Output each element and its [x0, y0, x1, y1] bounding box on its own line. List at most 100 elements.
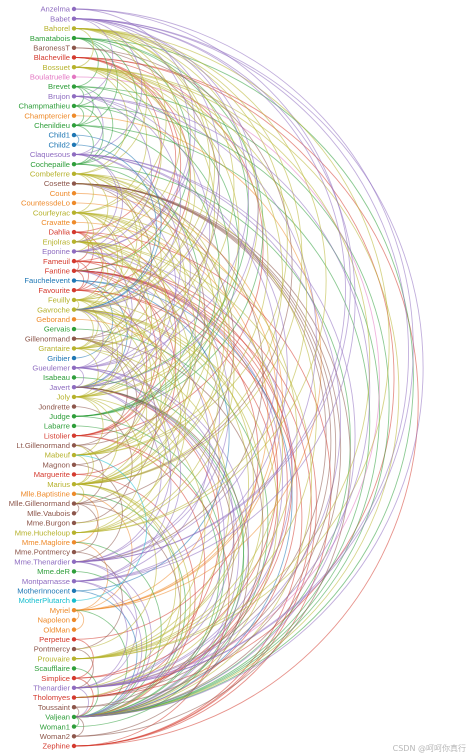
node-dot-feuilly[interactable]	[71, 297, 77, 303]
node-dot-fantine[interactable]	[71, 268, 77, 274]
node-dot-brevet[interactable]	[71, 84, 77, 89]
node-dot-motherinnocent[interactable]	[71, 588, 77, 594]
node-dot-thenardier[interactable]	[71, 685, 77, 691]
node-dot-javert[interactable]	[71, 384, 77, 390]
node-dot-fauchelevent[interactable]	[71, 278, 77, 283]
node-dot-motherplutarch[interactable]	[71, 598, 77, 603]
node-dot-judge[interactable]	[71, 414, 77, 419]
node-dot-mlle-vaubois[interactable]	[71, 511, 77, 516]
node-dot-cochepaille[interactable]	[71, 161, 77, 167]
node-dot-mme-magloire[interactable]	[71, 540, 77, 545]
node-dot-woman1[interactable]	[71, 724, 77, 729]
node-dot-simplice[interactable]	[71, 675, 77, 681]
node-dot-dahlia[interactable]	[71, 229, 77, 235]
node-dot-babet[interactable]	[71, 16, 77, 21]
link-arc	[73, 27, 94, 68]
node-dot-napoleon[interactable]	[71, 617, 77, 623]
node-dot-count[interactable]	[71, 191, 77, 196]
node-dot-grantaire[interactable]	[71, 346, 77, 351]
node-dot-perpetue[interactable]	[71, 637, 77, 642]
node-dot-zephine[interactable]	[71, 743, 77, 749]
node-dot-myriel[interactable]	[71, 608, 77, 613]
node-dot-brujon[interactable]	[71, 94, 77, 99]
node-dot-marius[interactable]	[71, 481, 77, 487]
link-arc	[73, 347, 230, 660]
link-arc	[73, 309, 250, 660]
node-dot-scaufflaire[interactable]	[71, 666, 77, 671]
node-dot-gillenormand[interactable]	[71, 336, 77, 341]
node-dot-listolier[interactable]	[71, 433, 77, 438]
node-label-gribier: Gribier	[47, 354, 70, 363]
node-dot-valjean[interactable]	[71, 714, 77, 720]
node-dot-bahorel[interactable]	[71, 26, 77, 31]
link-arc	[73, 454, 89, 485]
node-label-mlle-vaubois: Mlle.Vaubois	[27, 509, 70, 518]
node-dot-champtercier[interactable]	[71, 113, 77, 118]
node-label-babet: Babet	[50, 14, 71, 23]
node-dot-mabeuf[interactable]	[71, 452, 77, 458]
node-dot-favourite[interactable]	[71, 288, 77, 293]
node-dot-blacheville[interactable]	[71, 55, 77, 60]
node-dot-gueulemer[interactable]	[71, 365, 77, 371]
link-arc	[73, 86, 94, 126]
node-dot-tholomyes[interactable]	[71, 695, 77, 700]
node-dot-cravatte[interactable]	[71, 220, 77, 225]
node-dot-jondrette[interactable]	[71, 404, 77, 409]
node-dot-mme-burgon[interactable]	[71, 520, 77, 526]
node-dot-boulatruelle[interactable]	[71, 74, 77, 80]
node-dot-mme-thenardier[interactable]	[71, 559, 77, 564]
node-label-judge: Judge	[49, 412, 70, 421]
node-dot-joly[interactable]	[71, 394, 77, 400]
node-dot-bamatabois[interactable]	[71, 35, 77, 41]
node-dot-pontmercy[interactable]	[71, 646, 77, 652]
node-dot-prouvaire[interactable]	[71, 656, 77, 661]
node-dot-gribier[interactable]	[71, 355, 77, 361]
node-dot-anzelma[interactable]	[71, 6, 77, 12]
node-label-boulatruelle: Boulatruelle	[30, 73, 70, 82]
link-arc	[73, 280, 230, 592]
node-dot-mme-pontmercy[interactable]	[71, 549, 77, 555]
node-dot-cosette[interactable]	[71, 181, 77, 186]
node-dot-claquesous[interactable]	[71, 152, 77, 157]
link-arc	[73, 250, 293, 689]
node-dot-magnon[interactable]	[71, 462, 77, 467]
node-dot-combeferre[interactable]	[71, 171, 77, 177]
node-dot-marguerite[interactable]	[71, 472, 77, 477]
node-dot-woman2[interactable]	[71, 734, 77, 739]
node-dot-gavroche[interactable]	[71, 307, 77, 312]
node-dot-eponine[interactable]	[71, 249, 77, 254]
node-dot-child1[interactable]	[71, 132, 77, 138]
node-dot-enjolras[interactable]	[71, 239, 77, 244]
node-dot-toussaint[interactable]	[71, 705, 77, 710]
node-dot-fameuil[interactable]	[71, 258, 77, 264]
link-arc	[73, 173, 317, 660]
node-dot-bossuet[interactable]	[71, 64, 77, 70]
link-arc	[73, 37, 414, 718]
node-dot-mlle-gillenormand[interactable]	[71, 501, 77, 506]
node-dot-isabeau[interactable]	[71, 375, 77, 380]
link-arc	[73, 154, 182, 369]
node-dot-mlle-baptistine[interactable]	[71, 491, 77, 497]
node-dot-labarre[interactable]	[71, 423, 77, 429]
node-dot-gervais[interactable]	[71, 326, 77, 332]
node-dot-baronesst[interactable]	[71, 45, 77, 50]
node-dot-courfeyrac[interactable]	[71, 210, 77, 215]
node-label-thenardier: Thenardier	[33, 683, 70, 692]
node-dot-mme-der[interactable]	[71, 569, 77, 574]
node-dot-champmathieu[interactable]	[71, 103, 77, 109]
node-dot-geborand[interactable]	[71, 317, 77, 322]
link-arc	[73, 503, 182, 718]
node-label-champtercier: Champtercier	[24, 111, 70, 120]
node-dot-oldman[interactable]	[71, 627, 77, 632]
link-arc	[73, 57, 177, 262]
node-dot-chenildieu[interactable]	[71, 123, 77, 128]
link-arc	[73, 18, 409, 689]
node-dot-countessdelo[interactable]	[71, 200, 77, 206]
node-dot-lt-gillenormand[interactable]	[71, 443, 77, 448]
link-arc	[73, 367, 85, 388]
node-dot-mme-hucheloup[interactable]	[71, 530, 77, 535]
node-dot-child2[interactable]	[71, 142, 77, 147]
link-arc	[73, 260, 89, 291]
link-arc	[73, 609, 128, 718]
node-dot-montparnasse[interactable]	[71, 578, 77, 584]
